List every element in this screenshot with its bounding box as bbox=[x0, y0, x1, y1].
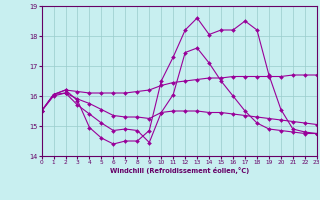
X-axis label: Windchill (Refroidissement éolien,°C): Windchill (Refroidissement éolien,°C) bbox=[109, 167, 249, 174]
